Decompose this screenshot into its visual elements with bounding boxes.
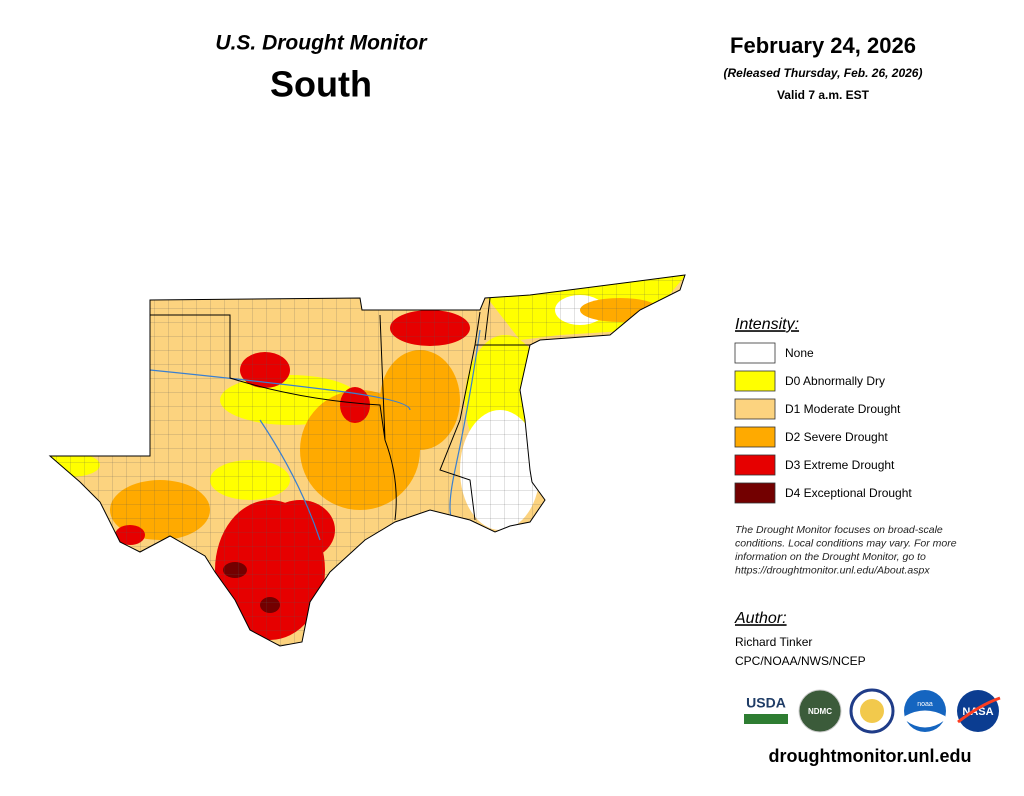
legend-swatch <box>734 454 776 476</box>
map-title: U.S. Drought Monitor <box>215 32 428 55</box>
legend-swatch <box>734 370 776 392</box>
note-line: conditions. Local conditions may vary. F… <box>735 537 957 549</box>
region-outline <box>48 274 686 647</box>
logos: USDA NDMC noaa NASA <box>742 688 1001 734</box>
author-affiliation: CPC/NOAA/NWS/NCEP <box>735 654 866 668</box>
usda-logo-bar <box>744 714 788 724</box>
legend: None D0 Abnormally Dry D1 Moderate Drought… <box>734 342 912 504</box>
author-title: Author: <box>734 610 787 627</box>
note-line: information on the Drought Monitor, go t… <box>735 551 926 563</box>
nasa-logo-swoosh <box>957 696 1001 724</box>
legend-swatch <box>734 342 776 364</box>
legend-label: D2 Severe Drought <box>785 430 888 444</box>
legend-swatch <box>734 398 776 420</box>
legend-label: D3 Extreme Drought <box>785 458 895 472</box>
usda-logo-text: USDA <box>746 695 786 711</box>
note: The Drought Monitor focuses on broad-sca… <box>735 524 957 577</box>
legend-label: None <box>785 346 814 360</box>
legend-label: D0 Abnormally Dry <box>785 374 885 388</box>
drought-map <box>48 274 686 647</box>
map-date: February 24, 2026 <box>730 33 916 58</box>
legend-title: Intensity: <box>735 316 799 333</box>
legend-label: D4 Exceptional Drought <box>785 486 912 500</box>
region-title: South <box>270 64 372 105</box>
legend-swatch <box>734 482 776 504</box>
legend-swatch <box>734 426 776 448</box>
nasa-logo <box>957 690 999 732</box>
author-name: Richard Tinker <box>735 635 812 649</box>
ndmc-logo-text: NDMC <box>808 707 832 716</box>
noaa-logo-text: noaa <box>917 701 933 708</box>
county-lines <box>50 275 685 646</box>
ndmc-logo <box>798 689 842 733</box>
note-line: https://droughtmonitor.unl.edu/About.asp… <box>735 564 930 576</box>
noaa-logo-wave <box>905 710 945 728</box>
release-date: (Released Thursday, Feb. 26, 2026) <box>724 66 923 80</box>
state-lines <box>150 297 530 521</box>
note-line: The Drought Monitor focuses on broad-sca… <box>735 524 943 536</box>
legend-label: D1 Moderate Drought <box>785 402 901 416</box>
website-url: droughtmonitor.unl.edu <box>769 746 972 766</box>
valid-time: Valid 7 a.m. EST <box>777 88 870 102</box>
doc-logo-inner <box>860 699 884 723</box>
